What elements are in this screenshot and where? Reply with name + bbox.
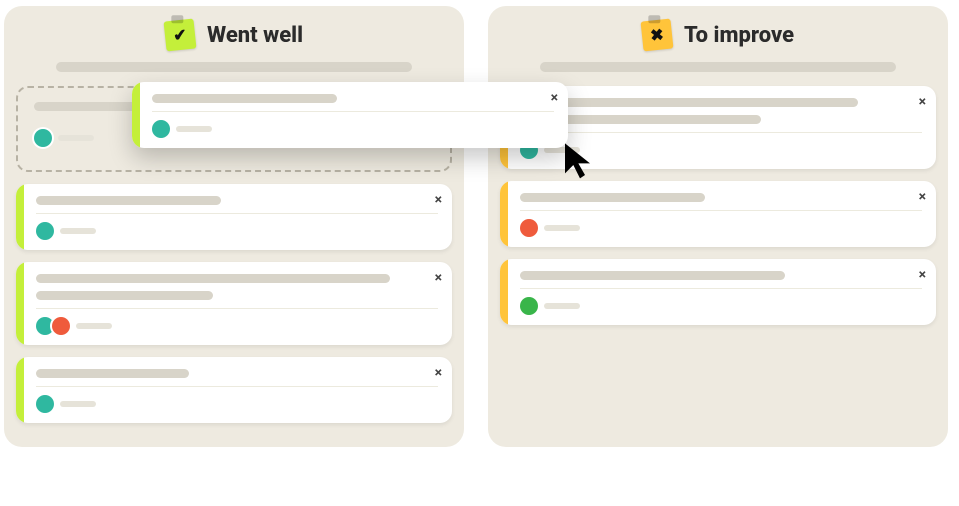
dragging-card[interactable]: × — [132, 82, 568, 148]
skeleton-line — [152, 94, 337, 103]
column-title: To improve — [684, 23, 794, 48]
close-icon[interactable]: × — [919, 267, 926, 283]
card-footer — [152, 120, 554, 138]
avatar-icon — [34, 129, 52, 147]
card-footer — [520, 219, 922, 237]
skeleton-line — [36, 369, 189, 378]
card-stripe — [16, 262, 24, 345]
column-went-well: ✔ Went well × — [4, 6, 464, 447]
divider — [36, 308, 438, 309]
column-to-improve: ✖ To improve × × — [488, 6, 948, 447]
divider — [152, 111, 554, 112]
skeleton-line — [520, 193, 705, 202]
close-icon[interactable]: × — [435, 365, 442, 381]
close-icon[interactable]: × — [919, 94, 926, 110]
cursor-icon — [560, 140, 600, 180]
avatar-icon — [520, 219, 538, 237]
retro-card[interactable]: × — [16, 357, 452, 423]
card-footer — [36, 317, 438, 335]
card-stripe — [500, 181, 508, 247]
column-header: ✖ To improve — [500, 20, 936, 50]
skeleton-line — [36, 274, 390, 283]
avatar-icon — [52, 317, 70, 335]
card-footer — [36, 222, 438, 240]
close-icon[interactable]: × — [551, 90, 558, 106]
card-stripe — [500, 259, 508, 325]
card-stripe — [16, 184, 24, 250]
skeleton-line — [176, 126, 212, 132]
divider — [36, 386, 438, 387]
divider — [520, 210, 922, 211]
add-card-bar[interactable] — [540, 62, 896, 72]
close-icon[interactable]: × — [919, 189, 926, 205]
column-header: ✔ Went well — [16, 20, 452, 50]
skeleton-line — [60, 401, 96, 407]
retro-card[interactable]: × — [16, 262, 452, 345]
avatar-icon — [36, 395, 54, 413]
skeleton-line — [60, 228, 96, 234]
close-icon[interactable]: × — [435, 270, 442, 286]
check-icon: ✔ — [172, 25, 187, 45]
x-mark-icon: ✖ — [649, 25, 664, 45]
avatar-icon — [520, 297, 538, 315]
divider — [36, 213, 438, 214]
avatar-icon — [36, 222, 54, 240]
avatar-icon — [152, 120, 170, 138]
column-title: Went well — [207, 23, 303, 48]
retro-card[interactable]: × — [500, 181, 936, 247]
sticky-note-icon: ✖ — [640, 19, 673, 52]
add-card-bar[interactable] — [56, 62, 412, 72]
close-icon[interactable]: × — [435, 192, 442, 208]
sticky-note-icon: ✔ — [163, 19, 196, 52]
divider — [520, 132, 922, 133]
divider — [520, 288, 922, 289]
skeleton-line — [544, 225, 580, 231]
skeleton-line — [520, 98, 858, 107]
skeleton-line — [36, 291, 213, 300]
retro-card[interactable]: × — [16, 184, 452, 250]
skeleton-line — [520, 271, 785, 280]
retro-card[interactable]: × — [500, 259, 936, 325]
card-footer — [36, 395, 438, 413]
card-footer — [520, 297, 922, 315]
skeleton-line — [58, 135, 94, 141]
card-stripe — [132, 82, 140, 148]
card-stripe — [16, 357, 24, 423]
skeleton-line — [36, 196, 221, 205]
skeleton-line — [76, 323, 112, 329]
retro-board: ✔ Went well × — [0, 0, 959, 453]
skeleton-line — [544, 303, 580, 309]
